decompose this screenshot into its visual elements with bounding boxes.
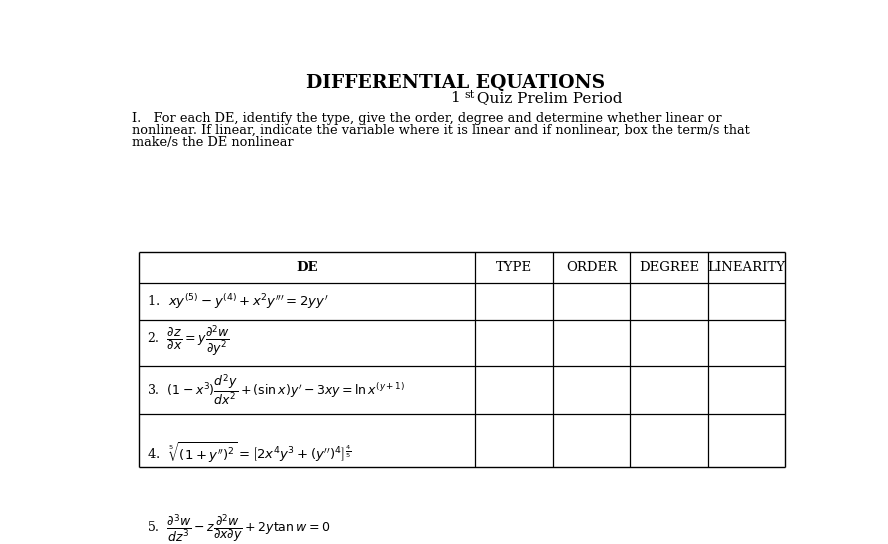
Text: 3.  $(1-x^3)\dfrac{d^2y}{dx^2} + (\sin x)y^{\prime} - 3xy = \ln x^{(y+1)}$: 3. $(1-x^3)\dfrac{d^2y}{dx^2} + (\sin x)… xyxy=(147,373,406,407)
Text: 1.  $xy^{(5)} - y^{(4)} + x^2y^{\prime\prime\prime} = 2yy^{\prime}$: 1. $xy^{(5)} - y^{(4)} + x^2y^{\prime\pr… xyxy=(147,292,329,311)
Text: 5.  $\dfrac{\partial^3 w}{dz^3} - z\dfrac{\partial^2 w}{\partial x\partial y} + : 5. $\dfrac{\partial^3 w}{dz^3} - z\dfrac… xyxy=(147,512,330,544)
Text: st: st xyxy=(464,90,474,101)
Text: nonlinear. If linear, indicate the variable where it is linear and if nonlinear,: nonlinear. If linear, indicate the varia… xyxy=(131,124,749,137)
Text: 4.  $\sqrt[5]{(1+y^{\prime\prime})^2} = \left[2x^4y^3 + (y^{\prime\prime})^4\rig: 4. $\sqrt[5]{(1+y^{\prime\prime})^2} = \… xyxy=(147,441,352,465)
Text: 2.  $\dfrac{\partial z}{\partial x} = y\dfrac{\partial^2 w}{\partial y^2}$: 2. $\dfrac{\partial z}{\partial x} = y\d… xyxy=(147,324,230,358)
Text: make/s the DE nonlinear: make/s the DE nonlinear xyxy=(131,136,293,149)
Text: ORDER: ORDER xyxy=(566,261,617,274)
Text: TYPE: TYPE xyxy=(496,261,532,274)
Text: LINEARITY: LINEARITY xyxy=(708,261,786,274)
Text: 1: 1 xyxy=(450,91,460,105)
Text: DEGREE: DEGREE xyxy=(639,261,699,274)
Text: I.   For each DE, identify the type, give the order, degree and determine whethe: I. For each DE, identify the type, give … xyxy=(131,113,721,126)
Text: DIFFERENTIAL EQUATIONS: DIFFERENTIAL EQUATIONS xyxy=(305,74,605,92)
Text: Quiz Prelim Period: Quiz Prelim Period xyxy=(472,91,622,105)
Text: DE: DE xyxy=(296,261,318,274)
